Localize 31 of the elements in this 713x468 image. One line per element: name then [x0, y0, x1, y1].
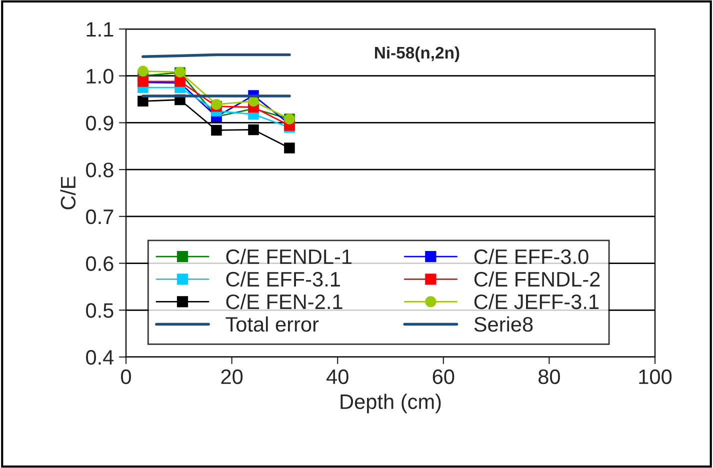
x-tick-label: 60 [432, 369, 454, 384]
y-tick-label: 0.7 [86, 209, 114, 224]
y-tick-label: 0.8 [86, 162, 114, 178]
y-tick-label: 1.0 [86, 68, 114, 84]
point [138, 96, 148, 107]
x-tick-label: 100 [639, 369, 672, 384]
legend-label: C/E EFF-3.0 [474, 248, 588, 264]
annotation: Ni-58(n,2n) [375, 46, 460, 62]
x-axis-title: Depth (cm) [340, 394, 441, 414]
y-tick-label: 0.4 [86, 350, 114, 365]
legend-label: C/E JEFF-3.1 [474, 294, 599, 310]
legend-label: C/E FENDL-1 [226, 248, 352, 264]
legend-label: Serie8 [474, 316, 533, 332]
point [284, 142, 295, 154]
y-tick-label: 1.1 [86, 22, 114, 37]
point [138, 66, 148, 77]
x-tick-label: 40 [326, 369, 348, 384]
legend-label: Total error [226, 316, 319, 332]
y-tick-label: 0.5 [86, 303, 114, 318]
x-tick-label: 0 [121, 369, 131, 384]
x-tick-label: 20 [221, 369, 243, 384]
legend-label: C/E EFF-3.1 [226, 271, 340, 287]
y-tick-label: 0.9 [86, 116, 114, 130]
y-axis-title: C/E [60, 176, 76, 210]
legend-label: C/E FENDL-2 [474, 271, 600, 287]
point [248, 124, 259, 136]
point [248, 96, 259, 107]
x-tick-label: 80 [538, 369, 560, 384]
legend-label: C/E FEN-2.1 [226, 294, 342, 310]
point [211, 124, 222, 136]
y-tick-label: 0.6 [86, 256, 114, 272]
